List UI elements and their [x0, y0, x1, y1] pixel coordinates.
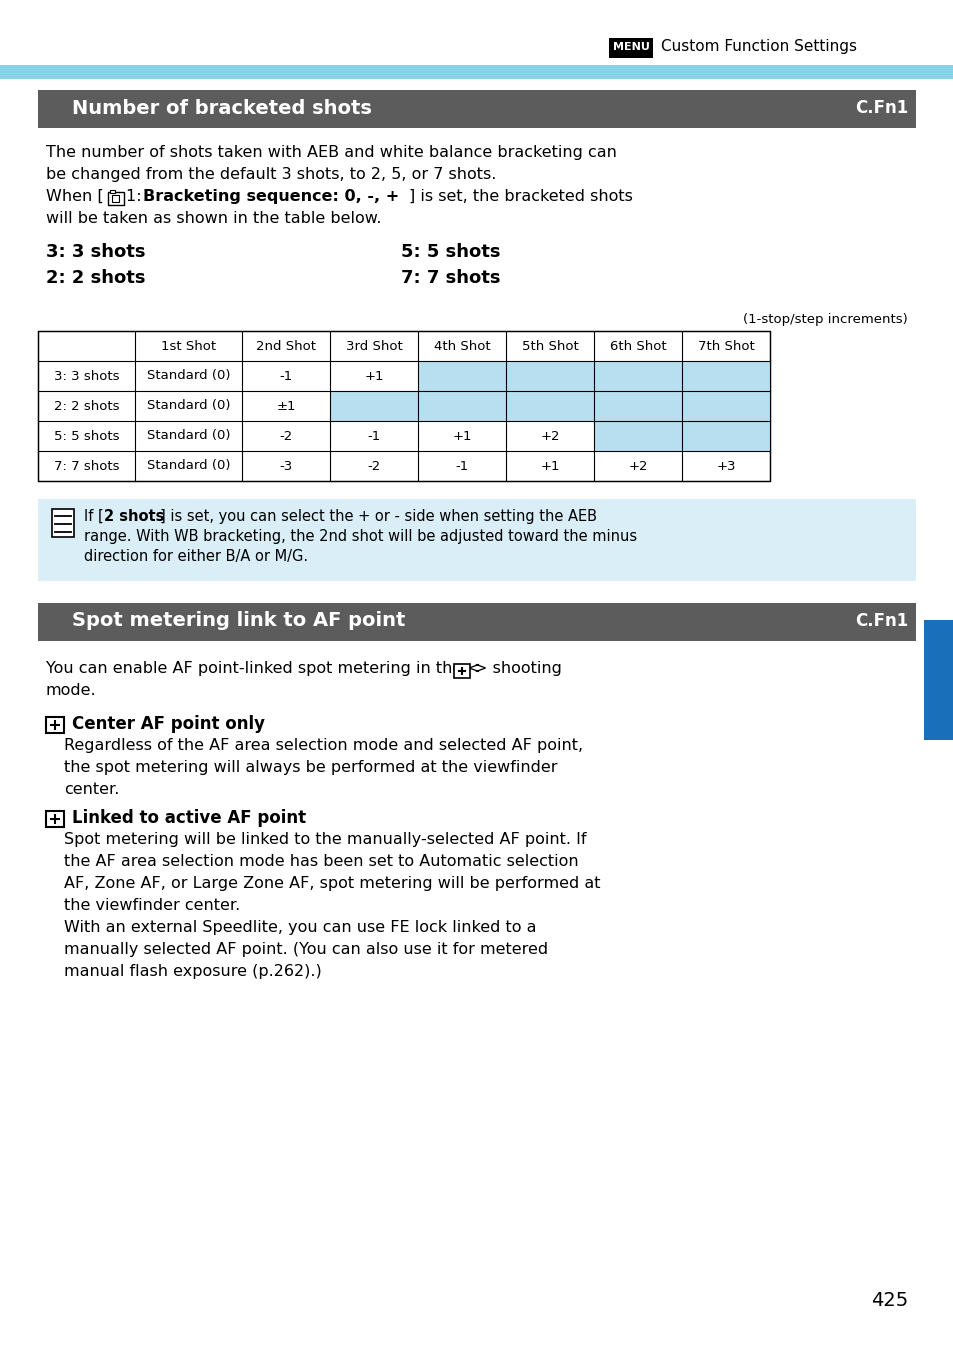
Text: the AF area selection mode has been set to Automatic selection: the AF area selection mode has been set … — [64, 854, 578, 869]
Text: -1: -1 — [455, 460, 468, 472]
Text: range. With WB bracketing, the 2nd shot will be adjusted toward the minus: range. With WB bracketing, the 2nd shot … — [84, 529, 637, 543]
Bar — [505, 391, 594, 421]
Bar — [454, 664, 470, 678]
Text: Regardless of the AF area selection mode and selected AF point,: Regardless of the AF area selection mode… — [64, 738, 582, 753]
Bar — [594, 391, 681, 421]
Text: +2: +2 — [628, 460, 647, 472]
Text: 2: 2 shots: 2: 2 shots — [46, 269, 146, 286]
Text: 425: 425 — [870, 1291, 907, 1310]
Text: -1: -1 — [367, 429, 380, 443]
Text: Center AF point only: Center AF point only — [71, 716, 265, 733]
Text: (1-stop/step increments): (1-stop/step increments) — [742, 313, 907, 325]
Bar — [330, 391, 417, 421]
Text: 1st Shot: 1st Shot — [161, 339, 215, 352]
Text: 4th Shot: 4th Shot — [434, 339, 490, 352]
Bar — [681, 421, 769, 451]
Bar — [108, 192, 124, 204]
Text: Spot metering will be linked to the manually-selected AF point. If: Spot metering will be linked to the manu… — [64, 833, 586, 847]
Text: manual flash exposure (p.262).): manual flash exposure (p.262).) — [64, 964, 321, 979]
Text: 2 shots: 2 shots — [104, 508, 164, 525]
Bar — [52, 508, 74, 537]
Bar — [38, 331, 769, 482]
Text: mode.: mode. — [46, 683, 96, 698]
Text: C.Fn1: C.Fn1 — [854, 100, 907, 117]
Text: 3: 3 shots: 3: 3 shots — [53, 370, 119, 382]
Text: -2: -2 — [279, 429, 293, 443]
Text: will be taken as shown in the table below.: will be taken as shown in the table belo… — [46, 211, 381, 226]
Text: ] is set, you can select the + or - side when setting the AEB: ] is set, you can select the + or - side… — [160, 508, 597, 525]
Text: 6th Shot: 6th Shot — [609, 339, 665, 352]
Text: 3: 3 shots: 3: 3 shots — [46, 243, 146, 261]
Bar — [505, 360, 594, 391]
Bar — [46, 811, 64, 827]
Text: Bracketing sequence: 0, -, +: Bracketing sequence: 0, -, + — [143, 190, 399, 204]
Text: the viewfinder center.: the viewfinder center. — [64, 898, 240, 913]
Text: Standard (0): Standard (0) — [147, 399, 230, 413]
Bar — [608, 38, 652, 58]
Text: +1: +1 — [364, 370, 383, 382]
Text: AF, Zone AF, or Large Zone AF, spot metering will be performed at: AF, Zone AF, or Large Zone AF, spot mete… — [64, 876, 599, 890]
Text: the spot metering will always be performed at the viewfinder: the spot metering will always be perform… — [64, 760, 557, 775]
Text: Standard (0): Standard (0) — [147, 429, 230, 443]
Text: 7: 7 shots: 7: 7 shots — [53, 460, 119, 472]
Text: 5: 5 shots: 5: 5 shots — [400, 243, 500, 261]
Text: The number of shots taken with AEB and white balance bracketing can: The number of shots taken with AEB and w… — [46, 145, 617, 160]
Bar — [46, 717, 64, 733]
Text: +1: +1 — [539, 460, 559, 472]
Text: 5: 5 shots: 5: 5 shots — [53, 429, 119, 443]
Text: direction for either B/A or M/G.: direction for either B/A or M/G. — [84, 549, 308, 564]
Text: 7: 7 shots: 7: 7 shots — [400, 269, 500, 286]
Text: Spot metering link to AF point: Spot metering link to AF point — [71, 612, 405, 631]
Bar — [594, 360, 681, 391]
Text: C.Fn1: C.Fn1 — [854, 612, 907, 629]
Bar — [38, 90, 915, 128]
Bar — [112, 195, 119, 202]
Text: Linked to active AF point: Linked to active AF point — [71, 808, 306, 827]
Text: You can enable AF point-linked spot metering in the <: You can enable AF point-linked spot mete… — [46, 660, 480, 677]
Text: Standard (0): Standard (0) — [147, 460, 230, 472]
Bar — [38, 499, 915, 581]
Bar — [681, 391, 769, 421]
Text: -2: -2 — [367, 460, 380, 472]
Text: 5th Shot: 5th Shot — [521, 339, 578, 352]
Text: center.: center. — [64, 781, 119, 798]
Bar — [594, 421, 681, 451]
Text: +2: +2 — [539, 429, 559, 443]
Text: +3: +3 — [716, 460, 735, 472]
Text: -1: -1 — [279, 370, 293, 382]
Bar — [417, 360, 505, 391]
Bar — [0, 65, 953, 79]
Text: ] is set, the bracketed shots: ] is set, the bracketed shots — [409, 190, 632, 204]
Text: 2nd Shot: 2nd Shot — [255, 339, 315, 352]
Text: -3: -3 — [279, 460, 293, 472]
Text: 7th Shot: 7th Shot — [697, 339, 754, 352]
Text: > shooting: > shooting — [474, 660, 561, 677]
Text: manually selected AF point. (You can also use it for metered: manually selected AF point. (You can als… — [64, 941, 548, 958]
Bar — [681, 360, 769, 391]
Text: 3rd Shot: 3rd Shot — [345, 339, 402, 352]
Text: Number of bracketed shots: Number of bracketed shots — [71, 98, 372, 117]
Text: Standard (0): Standard (0) — [147, 370, 230, 382]
Text: If [: If [ — [84, 508, 104, 525]
Text: +1: +1 — [452, 429, 471, 443]
Text: 2: 2 shots: 2: 2 shots — [53, 399, 119, 413]
Bar — [923, 620, 953, 740]
Text: With an external Speedlite, you can use FE lock linked to a: With an external Speedlite, you can use … — [64, 920, 536, 935]
Bar — [417, 391, 505, 421]
Text: be changed from the default 3 shots, to 2, 5, or 7 shots.: be changed from the default 3 shots, to … — [46, 167, 496, 182]
Text: Custom Function Settings: Custom Function Settings — [660, 39, 856, 55]
Bar — [110, 190, 115, 192]
Text: When [: When [ — [46, 190, 104, 204]
Text: 1:: 1: — [126, 190, 147, 204]
Bar — [38, 603, 915, 642]
Text: MENU: MENU — [612, 42, 649, 52]
Text: ±1: ±1 — [276, 399, 295, 413]
